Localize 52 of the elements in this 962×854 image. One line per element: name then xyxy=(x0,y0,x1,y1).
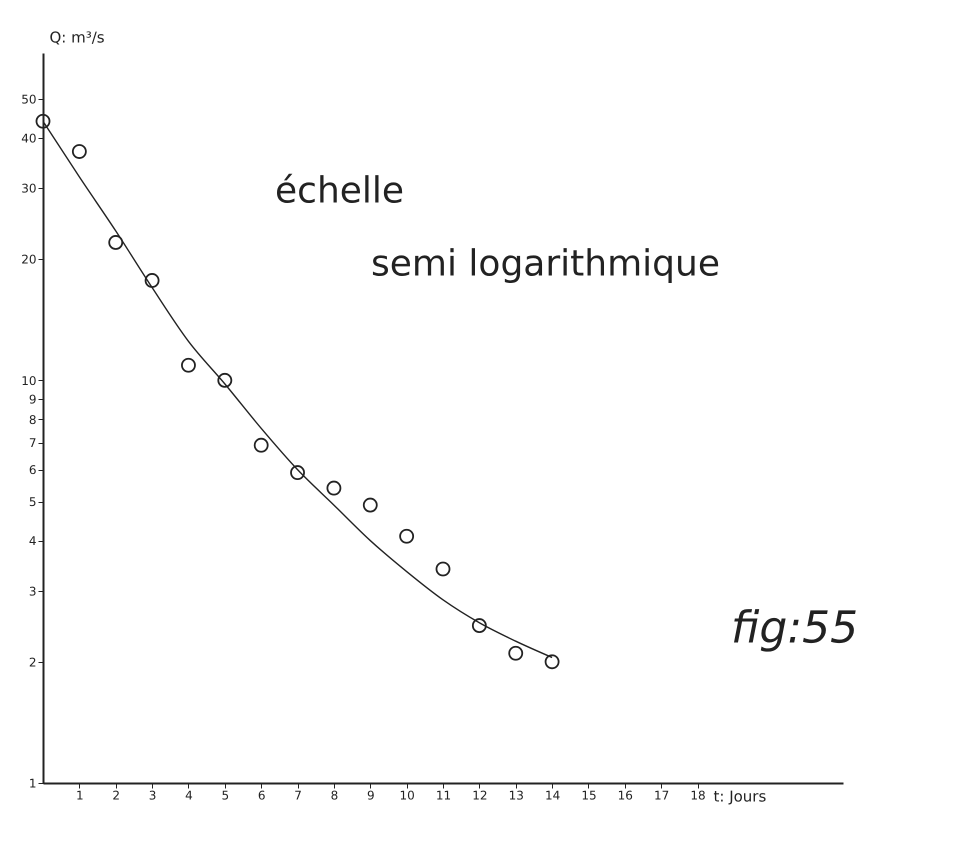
x-tick-label: 14 xyxy=(544,788,560,802)
point xyxy=(181,358,196,373)
y-tick-label: 2 xyxy=(28,655,36,670)
x-tick-label: 9 xyxy=(366,788,375,802)
point xyxy=(436,562,450,576)
x-axis-title: t: Jours xyxy=(714,788,766,806)
y-axis-title: Q: m³/s xyxy=(50,28,105,46)
point xyxy=(472,618,487,633)
x-tick-label: 18 xyxy=(690,788,706,802)
y-tick-label: 9 xyxy=(28,392,36,406)
x-tick-label: 17 xyxy=(654,788,670,802)
y-tick-label: 3 xyxy=(28,584,36,598)
y-tick-label: 30 xyxy=(21,182,36,196)
point xyxy=(72,144,87,159)
y-tick-label: 5 xyxy=(28,495,36,510)
point xyxy=(362,498,378,512)
y-tick-label: 1 xyxy=(28,776,36,790)
x-tick-label: 10 xyxy=(399,788,415,802)
y-tick-label: 10 xyxy=(21,374,36,388)
point xyxy=(326,480,342,496)
point xyxy=(36,114,50,129)
point xyxy=(399,528,414,544)
y-tick-label: 7 xyxy=(28,436,36,450)
x-tick-label: 13 xyxy=(508,788,524,802)
point xyxy=(108,235,124,250)
annotation: échelle xyxy=(275,170,404,212)
y-tick-label: 4 xyxy=(28,534,36,548)
y-tick-label: 20 xyxy=(21,252,36,267)
x-tick-label: 15 xyxy=(581,788,597,802)
y-tick-label: 50 xyxy=(21,92,36,106)
x-tick-label: 2 xyxy=(112,788,120,802)
annotation: fig:55 xyxy=(731,602,858,654)
point xyxy=(144,273,160,288)
x-tick-label: 16 xyxy=(618,788,633,802)
y-tick-label: 40 xyxy=(21,131,36,146)
x-tick-label: 12 xyxy=(472,788,488,802)
point xyxy=(544,654,560,670)
point xyxy=(217,372,232,388)
annotation: semi logarithmique xyxy=(371,244,720,285)
point xyxy=(290,465,305,480)
y-tick-label: 8 xyxy=(28,412,36,427)
x-tick-label: 4 xyxy=(185,788,193,802)
x-tick-label: 3 xyxy=(148,788,156,802)
x-tick-label: 5 xyxy=(222,788,230,802)
x-tick-label: 6 xyxy=(258,788,266,802)
point xyxy=(508,646,524,661)
point xyxy=(254,438,269,453)
x-tick-label: 1 xyxy=(76,788,84,802)
y-tick-label: 6 xyxy=(28,463,36,478)
x-tick-label: 7 xyxy=(294,788,302,802)
x-tick-label: 11 xyxy=(436,788,452,802)
x-tick-label: 8 xyxy=(330,788,338,802)
